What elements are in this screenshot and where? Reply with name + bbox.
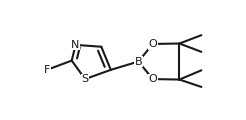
- Text: B: B: [135, 57, 142, 66]
- Text: S: S: [81, 74, 89, 84]
- Text: O: O: [148, 39, 157, 49]
- Text: F: F: [44, 65, 50, 75]
- Text: N: N: [71, 40, 80, 50]
- Text: O: O: [148, 74, 157, 84]
